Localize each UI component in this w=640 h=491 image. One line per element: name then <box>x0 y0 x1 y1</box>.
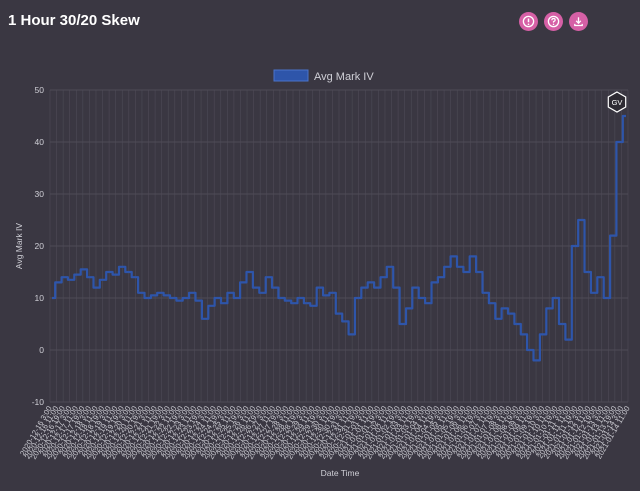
y-axis-title: Avg Mark IV <box>14 223 24 269</box>
y-tick-label: 30 <box>35 189 45 199</box>
svg-text:GV: GV <box>612 98 623 107</box>
y-tick-label: 20 <box>35 241 45 251</box>
series-line-avg-mark-iv <box>52 114 626 362</box>
y-tick-labels: -10 0 10 20 30 40 50 <box>32 85 45 407</box>
y-tick-label: 40 <box>35 137 45 147</box>
page-title: 1 Hour 30/20 Skew <box>8 12 140 29</box>
y-tick-label: -10 <box>32 397 45 407</box>
info-icon <box>522 15 535 28</box>
legend[interactable]: Avg Mark IV <box>273 69 374 83</box>
chart-toolbar <box>519 12 588 31</box>
help-icon <box>547 15 560 28</box>
legend-label: Avg Mark IV <box>314 71 374 83</box>
y-tick-label: 50 <box>35 85 45 95</box>
download-button[interactable] <box>569 12 588 31</box>
help-button[interactable] <box>544 12 563 31</box>
x-axis-title: Date Time <box>321 468 360 478</box>
legend-swatch <box>273 69 309 82</box>
y-tick-label: 10 <box>35 293 45 303</box>
y-tick-label: 0 <box>39 345 44 355</box>
info-button[interactable] <box>519 12 538 31</box>
gv-logo-icon[interactable]: GV <box>607 91 627 113</box>
download-icon <box>574 17 583 27</box>
